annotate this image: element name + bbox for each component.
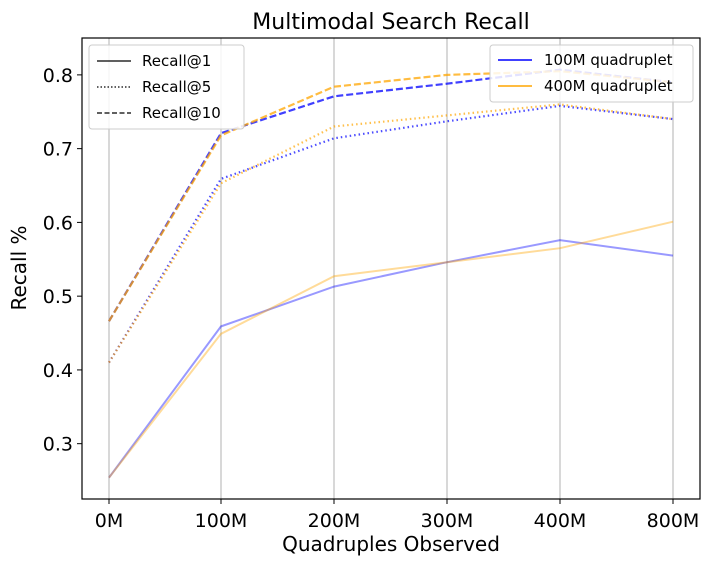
y-tick-label: 0.6	[43, 212, 73, 234]
y-tick-label: 0.5	[43, 286, 73, 308]
x-axis: 0M 100M 200M 300M 400M 800M	[95, 499, 700, 532]
series-layer	[108, 68, 674, 479]
legend-item-label: Recall@10	[142, 104, 221, 122]
legend-item-label: 400M quadruplet	[544, 77, 673, 95]
legend-item-label: Recall@5	[142, 78, 211, 96]
series-line-100m-quadruplet-recall-at-5	[108, 104, 674, 364]
y-tick-label: 0.3	[43, 434, 73, 456]
plot-area	[81, 37, 701, 500]
series-line-400m-quadruplet-recall-at-1	[108, 220, 674, 479]
legend-frame	[88, 44, 245, 130]
y-tick-label: 0.8	[43, 65, 73, 87]
legend-item-label: 100M quadruplet	[544, 51, 673, 69]
legend-model: 100M quadruplet 400M quadruplet	[489, 44, 694, 103]
chart-title: Multimodal Search Recall	[252, 10, 529, 35]
y-axis-label: Recall %	[7, 225, 31, 310]
legend-item-label: Recall@1	[142, 52, 211, 70]
series-line-400m-quadruplet-recall-at-5	[108, 103, 674, 364]
legend-frame	[489, 44, 694, 103]
y-tick-label: 0.7	[43, 139, 73, 161]
x-tick-label: 200M	[308, 510, 361, 532]
series-line-100m-quadruplet-recall-at-1	[108, 239, 674, 479]
y-tick-label: 0.4	[43, 360, 73, 382]
x-tick-label: 800M	[647, 510, 700, 532]
x-tick-label: 300M	[421, 510, 474, 532]
x-tick-label: 0M	[95, 510, 123, 532]
y-axis: 0.3 0.4 0.5 0.6 0.7 0.8	[43, 65, 82, 456]
x-tick-label: 400M	[534, 510, 587, 532]
legend-line-style: Recall@1 Recall@5 Recall@10	[88, 44, 245, 130]
x-axis-label: Quadruples Observed	[282, 532, 500, 556]
x-tick-label: 100M	[195, 510, 248, 532]
